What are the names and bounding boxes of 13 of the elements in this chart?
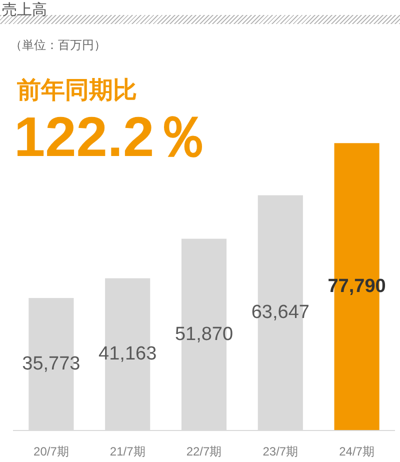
data-label: 63,647 xyxy=(251,302,310,324)
data-label: 51,870 xyxy=(174,324,234,345)
chart-subtitle: （単位：百万円） xyxy=(10,38,106,52)
x-tick-label: 21/7期 xyxy=(110,444,146,458)
x-tick-label: 22/7期 xyxy=(186,444,222,458)
chart-title: 売上高 xyxy=(2,2,47,19)
annotation: 122.2％ xyxy=(14,105,210,168)
text: 前年同期比 xyxy=(16,77,137,104)
data-label: 35,773 xyxy=(22,354,80,375)
x-tick-label: 20/7期 xyxy=(34,444,69,458)
data-label: 41,163 xyxy=(98,344,157,365)
x-tick-label: 24/7期 xyxy=(339,444,374,458)
x-tick-label: 23/7期 xyxy=(262,444,298,458)
